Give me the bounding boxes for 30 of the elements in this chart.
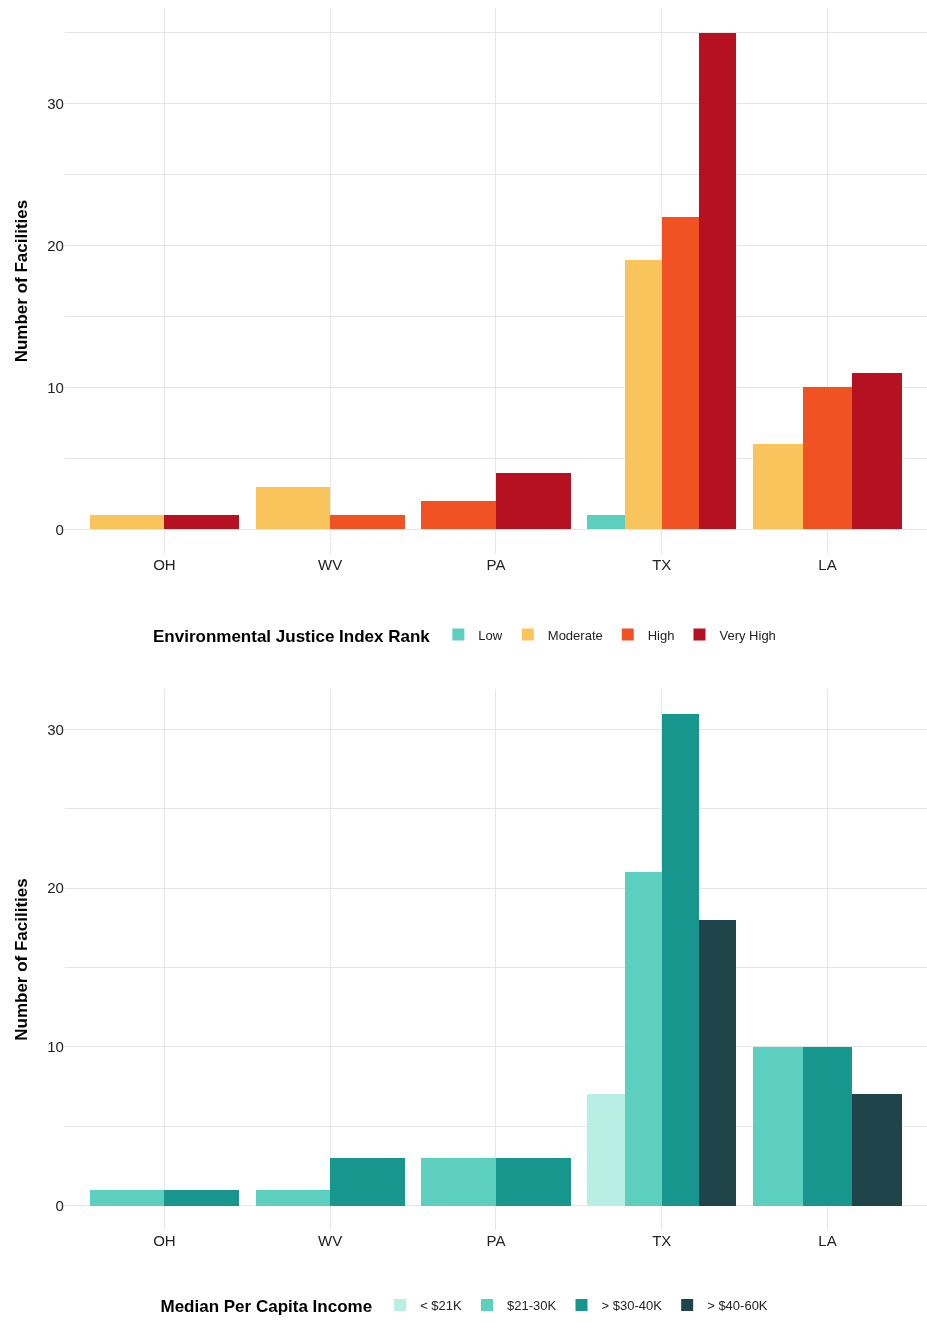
y-axis-title: Number of Facilities: [11, 878, 31, 1041]
x-tick-label: WV: [318, 556, 343, 574]
legend-label: Moderate: [547, 627, 603, 643]
y-tick-label: 0: [55, 1196, 64, 1214]
x-tick-label: TX: [652, 556, 672, 574]
legend-label: $21-30K: [507, 1297, 557, 1313]
x-tick-label: OH: [153, 556, 176, 574]
x-tick-label: OH: [153, 1232, 176, 1250]
legend-label: Very High: [719, 627, 776, 643]
y-tick-label: 10: [47, 378, 64, 396]
y-tick-label: 20: [47, 236, 64, 254]
legend-label: Low: [478, 627, 503, 643]
legend-label: < $21K: [420, 1297, 463, 1313]
legend-label: > $30-40K: [601, 1297, 663, 1313]
y-tick-label: 10: [47, 1038, 64, 1056]
y-tick-label: 30: [47, 95, 64, 112]
y-tick-label: 20: [47, 879, 64, 897]
x-tick-label: PA: [486, 556, 506, 574]
legend-label: High: [647, 627, 675, 643]
y-tick-label: 0: [55, 520, 64, 538]
legend-title: Environmental Justice Index Rank: [153, 626, 431, 646]
x-tick-label: LA: [818, 1232, 837, 1250]
legend-title: Median Per Capita Income: [160, 1297, 373, 1317]
x-tick-label: WV: [318, 1232, 343, 1250]
y-axis-title: Number of Facilities: [11, 199, 31, 363]
legend-label: > $40-60K: [707, 1297, 768, 1313]
y-tick-label: 30: [47, 720, 64, 738]
x-tick-label: TX: [652, 1232, 672, 1250]
x-tick-label: PA: [486, 1232, 506, 1250]
x-tick-label: LA: [818, 556, 837, 574]
